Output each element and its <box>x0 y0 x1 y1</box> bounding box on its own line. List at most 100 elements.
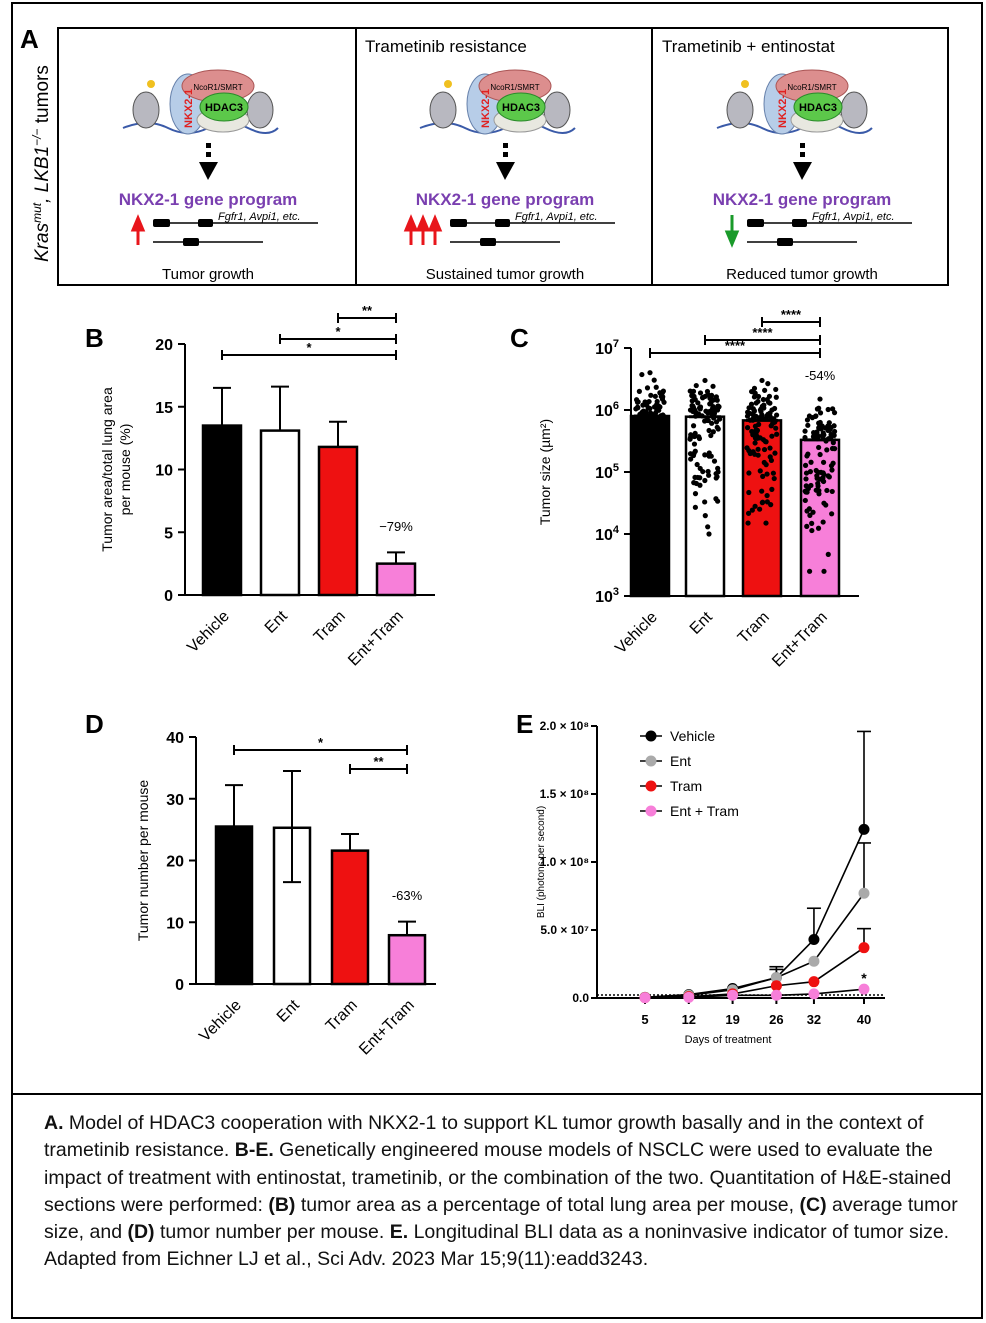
data-point <box>689 398 695 404</box>
series-tram-line <box>644 947 865 999</box>
x-tick-label: 26 <box>769 1012 783 1027</box>
hdac3-label: HDAC3 <box>502 102 540 114</box>
percent-change-annotation: -63% <box>392 888 423 903</box>
corepressor-label: NcoR1/SMRT <box>193 83 242 92</box>
data-point <box>708 408 714 414</box>
data-point <box>706 427 712 434</box>
data-point <box>659 443 665 450</box>
bar-tram <box>330 849 370 986</box>
data-point <box>644 385 651 391</box>
data-point <box>830 440 836 446</box>
data-point <box>641 462 647 468</box>
data-point <box>705 417 711 424</box>
data-point <box>820 519 826 525</box>
data-point <box>805 451 811 457</box>
y-tick-label: 1.5 × 10⁸ <box>540 787 589 801</box>
series-ent-point <box>770 972 782 984</box>
data-point <box>687 407 694 413</box>
y-tick-label: 30 <box>166 792 184 809</box>
bar-vehicle <box>214 825 254 986</box>
data-point <box>702 499 708 505</box>
data-point <box>769 486 775 492</box>
data-point <box>770 470 776 476</box>
data-point <box>656 407 662 413</box>
caption-c-label: (C) <box>799 1193 827 1216</box>
up-arrow-icon <box>415 214 431 245</box>
legend-label: Ent + Tram <box>670 803 739 819</box>
data-point <box>714 424 720 430</box>
significance-stars: **** <box>725 338 746 353</box>
data-point <box>805 422 811 428</box>
data-point <box>633 499 639 505</box>
x-tick-label: Ent+Tram <box>769 609 831 671</box>
data-point <box>755 398 761 405</box>
data-point <box>654 398 660 405</box>
y-tick-label: 15 <box>155 400 173 417</box>
data-point <box>764 492 770 499</box>
data-point <box>762 387 768 393</box>
data-point <box>759 377 765 384</box>
data-point <box>711 458 718 464</box>
series-vehicle-line <box>644 829 865 999</box>
data-point <box>645 444 652 450</box>
data-point <box>764 471 770 477</box>
bar-tram <box>317 445 359 597</box>
data-point <box>697 390 704 396</box>
data-point <box>825 473 831 479</box>
y-axis-label: BLI (photons per second) <box>536 806 547 918</box>
data-point <box>820 478 826 484</box>
panel-a-box <box>57 27 949 286</box>
data-point <box>638 425 645 431</box>
down-arrow-icon <box>724 215 740 248</box>
caption-a-label: A. <box>44 1112 64 1134</box>
y-tick-label: 105 <box>595 462 619 482</box>
hdac3-protein-icon <box>496 92 546 122</box>
data-point <box>826 420 832 426</box>
data-point <box>687 388 693 394</box>
data-point <box>773 386 779 393</box>
nucleosome-icon <box>543 91 571 129</box>
data-point <box>813 487 819 493</box>
data-point <box>754 435 760 441</box>
arrow-dot <box>206 143 211 148</box>
data-point <box>651 501 657 508</box>
significance-stars: ** <box>362 303 373 318</box>
side-label-part: mut <box>30 202 44 223</box>
y-tick-label: 10 <box>166 915 184 932</box>
data-point <box>636 388 642 394</box>
data-point <box>702 452 708 458</box>
data-point <box>764 397 770 403</box>
y-tick-label: 40 <box>166 730 184 747</box>
series-tram-point <box>770 980 782 992</box>
data-point <box>817 451 823 458</box>
legend-marker <box>645 730 657 742</box>
data-point <box>687 451 694 457</box>
panel-label-c: C <box>510 323 529 353</box>
data-point <box>821 432 827 438</box>
data-point <box>693 411 699 417</box>
data-point <box>746 470 752 476</box>
data-point <box>641 473 647 479</box>
bar-ent-tram <box>375 562 417 597</box>
caption-c-text: average tumor size, and <box>44 1193 958 1244</box>
data-point <box>641 441 647 447</box>
figure-panels: A Krasmut, LKB1−/− tumors NcoR1/SMRT HDAC3 N… <box>20 24 949 1058</box>
data-point <box>651 377 657 383</box>
caption-b-label: (B) <box>268 1193 296 1216</box>
data-point <box>757 468 763 474</box>
data-point <box>655 455 661 461</box>
significance-stars: * <box>318 735 324 750</box>
x-tick-label: Tram <box>311 608 349 646</box>
y-tick-label: 0.0 <box>572 991 589 1005</box>
data-point <box>829 467 835 473</box>
nucleosome-icon <box>429 91 457 129</box>
data-point <box>706 531 712 537</box>
data-point <box>644 481 650 487</box>
data-point <box>745 520 751 526</box>
data-point <box>757 506 763 512</box>
x-tick-label: Ent+Tram <box>345 608 407 670</box>
arrow-dot <box>503 152 508 157</box>
bar-ent-tram <box>387 933 427 986</box>
y-axis-label: per mouse (%) <box>117 424 133 516</box>
caption-be-text: Genetically engineered mouse models of N… <box>44 1139 952 1216</box>
